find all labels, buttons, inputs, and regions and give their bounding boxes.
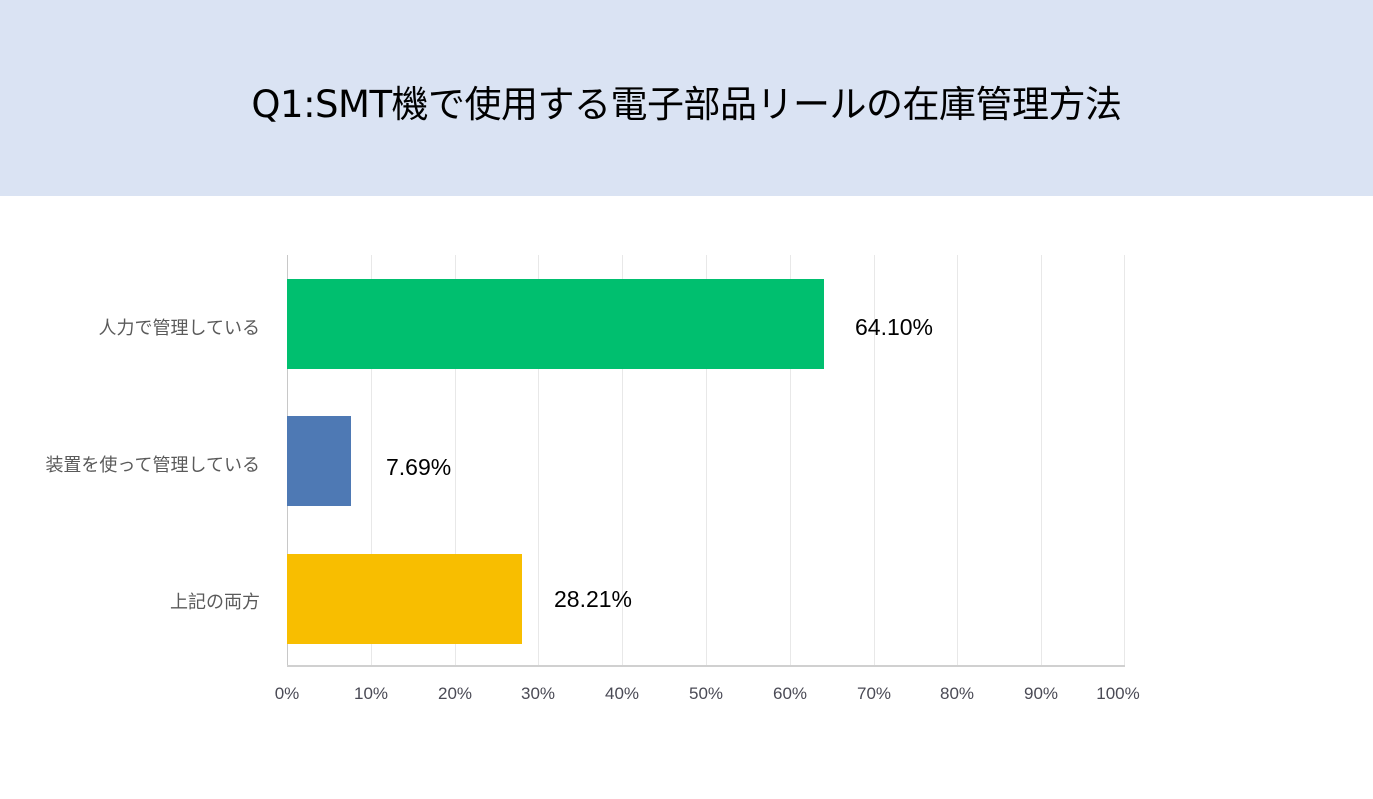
gridline	[371, 255, 372, 667]
bar-device	[287, 416, 351, 506]
gridline	[1041, 255, 1042, 667]
category-label-device: 装置を使って管理している	[45, 455, 260, 476]
x-tick-label: 40%	[604, 684, 640, 703]
gridline	[538, 255, 539, 667]
category-label-manual: 人力で管理している	[98, 318, 260, 339]
bar-both	[287, 554, 522, 644]
gridline	[790, 255, 791, 667]
x-tick-label: 90%	[1023, 684, 1059, 703]
value-label-device: 7.69%	[386, 454, 452, 480]
x-axis-line	[287, 665, 1125, 667]
title-banner: Q1:SMT機で使用する電子部品リールの在庫管理方法	[0, 0, 1373, 196]
value-label-both: 28.21%	[554, 586, 633, 612]
x-tick-label: 10%	[353, 684, 389, 703]
x-tick-label: 70%	[856, 684, 892, 703]
chart-title: Q1:SMT機で使用する電子部品リールの在庫管理方法	[251, 83, 1122, 126]
x-tick-label: 80%	[939, 684, 975, 703]
bar-manual	[287, 279, 824, 369]
x-tick-label: 20%	[437, 684, 473, 703]
plot-area	[287, 255, 1125, 667]
gridline	[874, 255, 875, 667]
value-label-manual: 64.10%	[855, 314, 934, 340]
category-label-both: 上記の両方	[170, 592, 260, 613]
gridline	[957, 255, 958, 667]
gridline	[455, 255, 456, 667]
gridline	[706, 255, 707, 667]
gridline	[1124, 255, 1125, 667]
x-tick-label: 30%	[520, 684, 556, 703]
gridline	[622, 255, 623, 667]
x-tick-label: 100%	[1096, 684, 1140, 703]
x-tick-label: 0%	[274, 684, 300, 703]
x-tick-label: 60%	[772, 684, 808, 703]
x-tick-label: 50%	[688, 684, 724, 703]
